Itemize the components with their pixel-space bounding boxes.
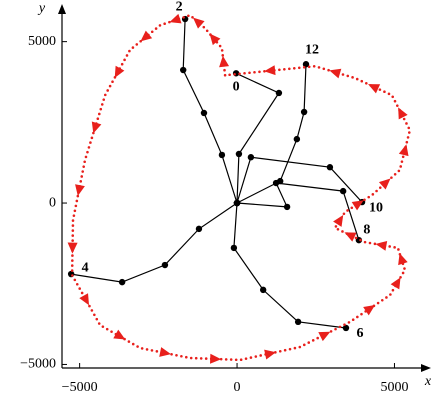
arrow	[264, 349, 276, 360]
chain	[71, 202, 238, 283]
arrow	[91, 121, 102, 134]
chain	[235, 72, 280, 204]
arrow	[344, 232, 357, 242]
arrow	[113, 329, 126, 340]
arrow	[192, 17, 205, 29]
point-label: 6	[356, 326, 363, 341]
chain	[236, 156, 363, 204]
x-tick-label: 5000	[380, 380, 408, 395]
point	[326, 164, 334, 171]
arrow	[375, 240, 388, 251]
arrow	[378, 178, 391, 190]
arrow	[67, 242, 78, 254]
arrow	[390, 277, 401, 290]
arrow	[169, 13, 182, 24]
chain	[236, 64, 307, 204]
arrow	[79, 293, 90, 306]
arrow	[368, 84, 381, 94]
arrow	[140, 30, 153, 42]
arrow	[398, 144, 409, 157]
arrow	[398, 107, 408, 120]
trajectory	[70, 13, 412, 362]
chain	[182, 18, 238, 204]
point	[200, 109, 208, 117]
point	[247, 154, 255, 161]
point	[259, 286, 267, 294]
arrow	[114, 65, 125, 78]
point-label: 4	[82, 260, 89, 275]
x-tick-label: −5000	[62, 380, 98, 395]
point	[342, 324, 350, 332]
arrow	[363, 305, 376, 316]
arrow	[210, 353, 222, 364]
x-tick-label: 0	[234, 380, 241, 395]
point	[294, 318, 302, 326]
point	[339, 187, 347, 195]
arrow	[219, 55, 230, 68]
point	[218, 151, 226, 159]
point	[276, 177, 284, 185]
y-axis-label: y	[37, 1, 46, 16]
arrow	[159, 347, 171, 357]
point	[230, 244, 238, 252]
point	[180, 66, 187, 74]
point-label: 8	[363, 222, 370, 237]
point	[275, 89, 283, 97]
arrow	[209, 33, 221, 46]
chain	[233, 202, 347, 329]
arrow	[333, 214, 344, 227]
x-axis-label: x	[424, 374, 432, 389]
y-tick-label: −5000	[20, 357, 56, 372]
point	[235, 150, 243, 158]
point-label: 2	[176, 0, 183, 14]
arrow	[351, 200, 364, 211]
point	[161, 261, 169, 269]
y-tick-label: 0	[49, 195, 56, 210]
point-label: 0	[233, 79, 240, 94]
arrow	[75, 184, 85, 196]
arrow	[329, 68, 342, 79]
y-axis-arrow	[58, 4, 66, 14]
point	[118, 278, 126, 286]
point	[293, 135, 301, 143]
arrow	[318, 331, 331, 342]
point	[302, 61, 310, 68]
point	[300, 108, 308, 116]
arrow	[398, 253, 408, 266]
point	[355, 236, 363, 244]
x-axis-arrow	[421, 364, 431, 372]
y-tick-label: 5000	[28, 34, 56, 49]
point-label: 10	[369, 200, 383, 215]
arrow	[264, 65, 276, 76]
point	[283, 203, 291, 211]
point	[195, 225, 203, 233]
point-label: 12	[305, 42, 319, 57]
point	[233, 199, 241, 207]
